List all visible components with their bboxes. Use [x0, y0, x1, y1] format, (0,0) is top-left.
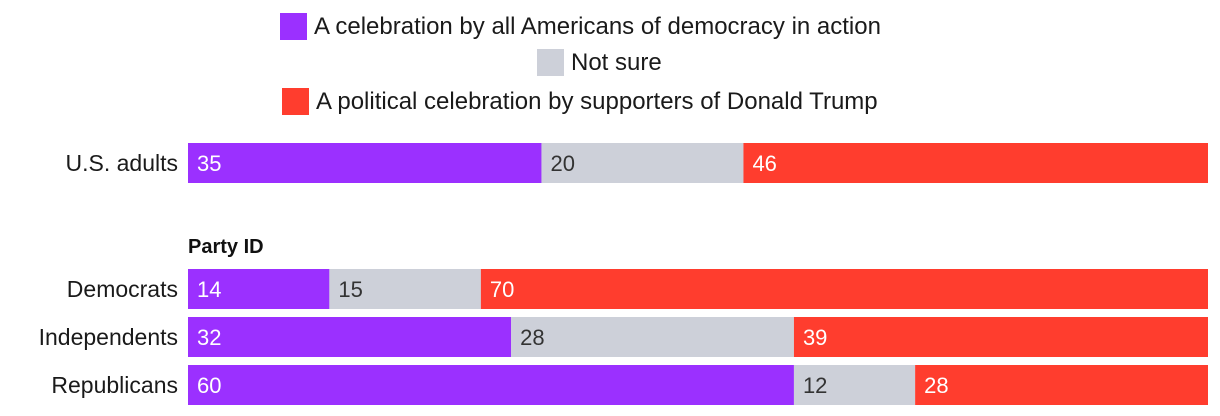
data-label: 32: [197, 325, 221, 350]
bar-segment-a-celebration-by-all-americans: [188, 365, 794, 405]
data-label: 15: [338, 277, 362, 302]
legend-item-not-sure: Not sure: [537, 49, 662, 76]
bar-segment-not-sure: [541, 143, 744, 183]
bar-row-u-s-adults: U.S. adults 35 20 46: [66, 143, 1208, 183]
data-label: 60: [197, 373, 221, 398]
bar-segment-not-sure: [511, 317, 794, 357]
data-label: 35: [197, 151, 221, 176]
data-label: 20: [550, 151, 574, 176]
data-label: 70: [490, 277, 514, 302]
legend: A celebration by all Americans of democr…: [280, 13, 881, 115]
bar-segment-a-political-celebration-by-sup: [743, 143, 1208, 183]
bar-row-independents: Independents 32 28 39: [39, 317, 1208, 357]
category-label: Independents: [39, 324, 178, 350]
bar-segment-a-political-celebration-by-sup: [793, 317, 1208, 357]
bar-row-republicans: Republicans 60 12 28: [51, 365, 1208, 405]
data-label: 28: [520, 325, 544, 350]
data-label: 14: [197, 277, 221, 302]
data-label: 39: [803, 325, 827, 350]
bar-segment-a-celebration-by-all-americans: [188, 269, 330, 309]
category-label: U.S. adults: [66, 150, 179, 176]
category-label: Democrats: [67, 276, 178, 302]
group-heading-party-id: Party ID: [188, 236, 264, 258]
legend-swatch: [282, 88, 309, 115]
bar-segment-a-political-celebration-by-sup: [480, 269, 1208, 309]
bar-row-democrats: Democrats 14 15 70: [67, 269, 1208, 309]
legend-swatch: [537, 49, 564, 76]
data-label: 46: [752, 151, 776, 176]
bar-segment-a-political-celebration-by-sup: [915, 365, 1208, 405]
legend-label: A political celebration by supporters of…: [316, 88, 878, 115]
bar-segment-a-celebration-by-all-americans: [188, 143, 542, 183]
bar-segment-not-sure: [329, 269, 481, 309]
data-label: 12: [803, 373, 827, 398]
bar-rows: U.S. adults 35 20 46 Democrats 14 15 70 Independ…: [39, 143, 1208, 405]
legend-item-a-celebration-by-all-americans-of-democr: A celebration by all Americans of democr…: [280, 13, 881, 40]
legend-swatch: [280, 13, 307, 40]
legend-label: Not sure: [571, 49, 662, 76]
legend-item-a-political-celebration-by-supporters-of: A political celebration by supporters of…: [282, 88, 878, 115]
bar-segment-not-sure: [793, 365, 916, 405]
category-label: Republicans: [51, 372, 178, 398]
legend-label: A celebration by all Americans of democr…: [314, 13, 881, 40]
data-label: 28: [924, 373, 948, 398]
bar-segment-a-celebration-by-all-americans: [188, 317, 512, 357]
